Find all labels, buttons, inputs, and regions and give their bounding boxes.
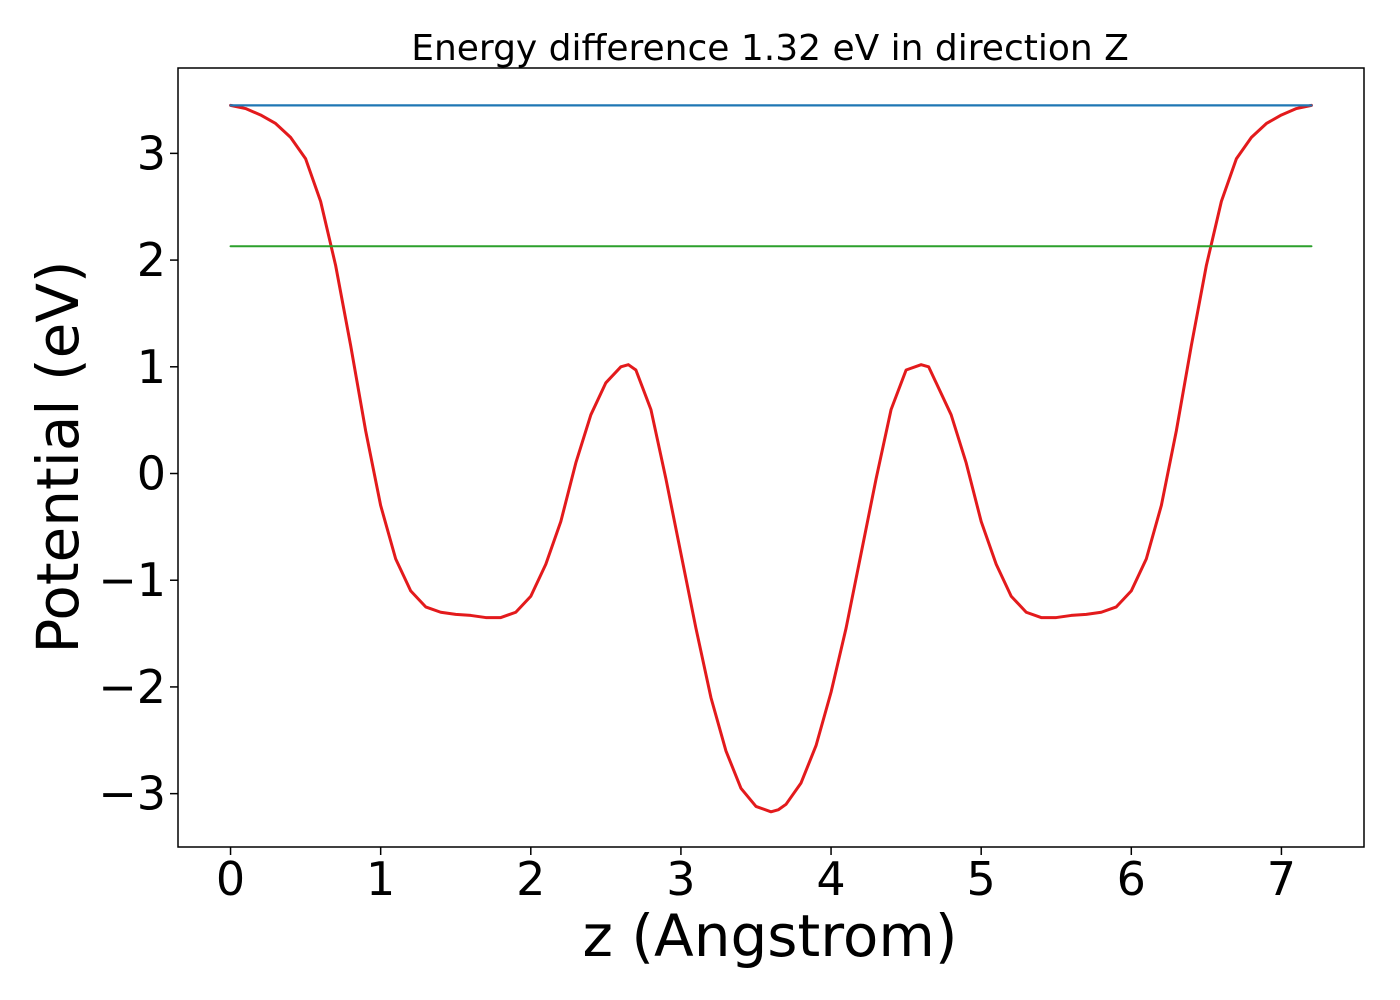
x-tick-label: 0	[216, 852, 245, 906]
y-tick-label: −2	[98, 660, 166, 714]
x-tick-label: 6	[1117, 852, 1146, 906]
chart-title: Energy difference 1.32 eV in direction Z	[411, 28, 1129, 69]
y-tick-label: 0	[137, 447, 166, 501]
plot-frame	[177, 67, 1365, 848]
y-tick-label: 3	[137, 126, 166, 180]
x-tick-label: 7	[1267, 852, 1296, 906]
x-tick-label: 1	[366, 852, 395, 906]
x-tick-label: 2	[516, 852, 545, 906]
y-tick-label: −3	[98, 767, 166, 821]
y-tick-label: 2	[137, 233, 166, 287]
y-axis-label: Potential (eV)	[24, 260, 92, 653]
x-tick-label: 3	[666, 852, 695, 906]
series-line-potential	[229, 103, 1313, 814]
y-tick-label: −1	[98, 553, 166, 607]
y-tick-label: 1	[137, 340, 166, 394]
x-axis-label: z (Angstrom)	[583, 902, 958, 970]
x-tick-label: 5	[967, 852, 996, 906]
x-tick-label: 4	[816, 852, 845, 906]
